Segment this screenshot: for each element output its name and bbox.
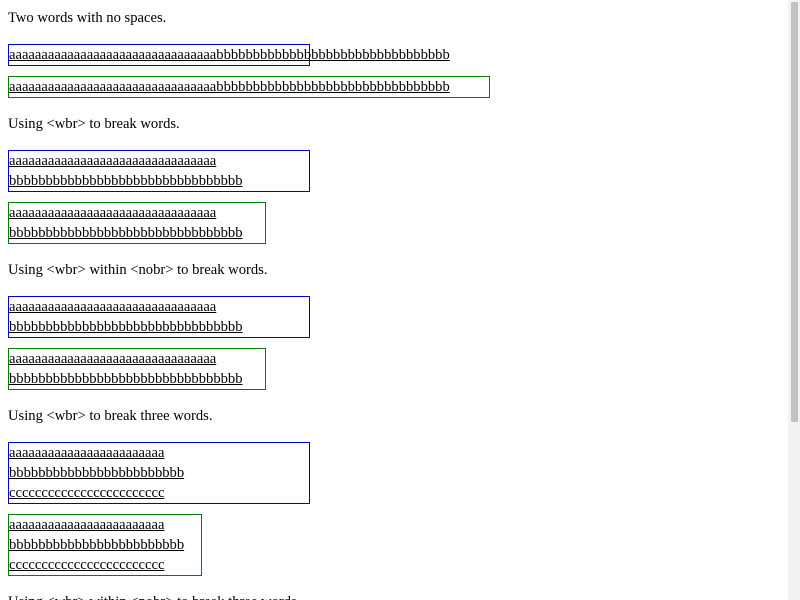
section-heading: Using <wbr> to break three words. (8, 408, 213, 424)
text-line: bbbbbbbbbbbbbbbbbbbbbbbb (9, 465, 185, 481)
text-line: aaaaaaaaaaaaaaaaaaaaaaaa (9, 445, 165, 461)
section-heading: Using <wbr> within <nobr> to break words… (8, 262, 268, 278)
scrollbar-thumb[interactable] (791, 2, 798, 422)
text-line: aaaaaaaaaaaaaaaaaaaaaaaaaaaaaaaa (9, 205, 217, 221)
text-line: bbbbbbbbbbbbbbbbbbbbbbbbbbbbbbbb (9, 225, 243, 241)
fixed-width-box: aaaaaaaaaaaaaaaaaaaaaaaaaaaaaaaa bbbbbbb… (8, 296, 310, 338)
section-heading: Two words with no spaces. (8, 10, 167, 26)
text-line: aaaaaaaaaaaaaaaaaaaaaaaaaaaaaaaabbbbbbbb… (9, 79, 450, 95)
text-line: bbbbbbbbbbbbbbbbbbbbbbbbbbbbbbbb (9, 319, 243, 335)
shrink-to-fit-box: aaaaaaaaaaaaaaaaaaaaaaaa bbbbbbbbbbbbbbb… (8, 514, 202, 576)
fixed-width-box: aaaaaaaaaaaaaaaaaaaaaaaa bbbbbbbbbbbbbbb… (8, 442, 310, 504)
text-line: aaaaaaaaaaaaaaaaaaaaaaaaaaaaaaaa (9, 351, 217, 367)
text-line: cccccccccccccccccccccccc (9, 557, 165, 573)
text-line: bbbbbbbbbbbbbbbbbbbbbbbb (9, 537, 185, 553)
text-line: bbbbbbbbbbbbbbbbbbbbbbbbbbbbbbbb (9, 173, 243, 189)
text-line: bbbbbbbbbbbbbbbbbbbbbbbbbbbbbbbb (9, 371, 243, 387)
vertical-scrollbar[interactable] (788, 0, 800, 600)
text-line: aaaaaaaaaaaaaaaaaaaaaaaaaaaaaaaa (9, 299, 217, 315)
text-line: aaaaaaaaaaaaaaaaaaaaaaaa (9, 517, 165, 533)
fixed-width-box: aaaaaaaaaaaaaaaaaaaaaaaaaaaaaaaabbbbbbbb… (8, 44, 450, 66)
section-heading: Using <wbr> within <nobr> to break three… (8, 592, 300, 600)
text-line: aaaaaaaaaaaaaaaaaaaaaaaaaaaaaaaabbbbbbbb… (9, 47, 450, 63)
fixed-width-box: aaaaaaaaaaaaaaaaaaaaaaaaaaaaaaaa bbbbbbb… (8, 150, 310, 192)
shrink-to-fit-box: aaaaaaaaaaaaaaaaaaaaaaaaaaaaaaaabbbbbbbb… (8, 76, 490, 98)
shrink-to-fit-box: aaaaaaaaaaaaaaaaaaaaaaaaaaaaaaaa bbbbbbb… (8, 202, 266, 244)
section-heading: Using <wbr> to break words. (8, 116, 180, 132)
text-line: cccccccccccccccccccccccc (9, 485, 165, 501)
text-line: aaaaaaaaaaaaaaaaaaaaaaaaaaaaaaaa (9, 153, 217, 169)
shrink-to-fit-box: aaaaaaaaaaaaaaaaaaaaaaaaaaaaaaaa bbbbbbb… (8, 348, 266, 390)
